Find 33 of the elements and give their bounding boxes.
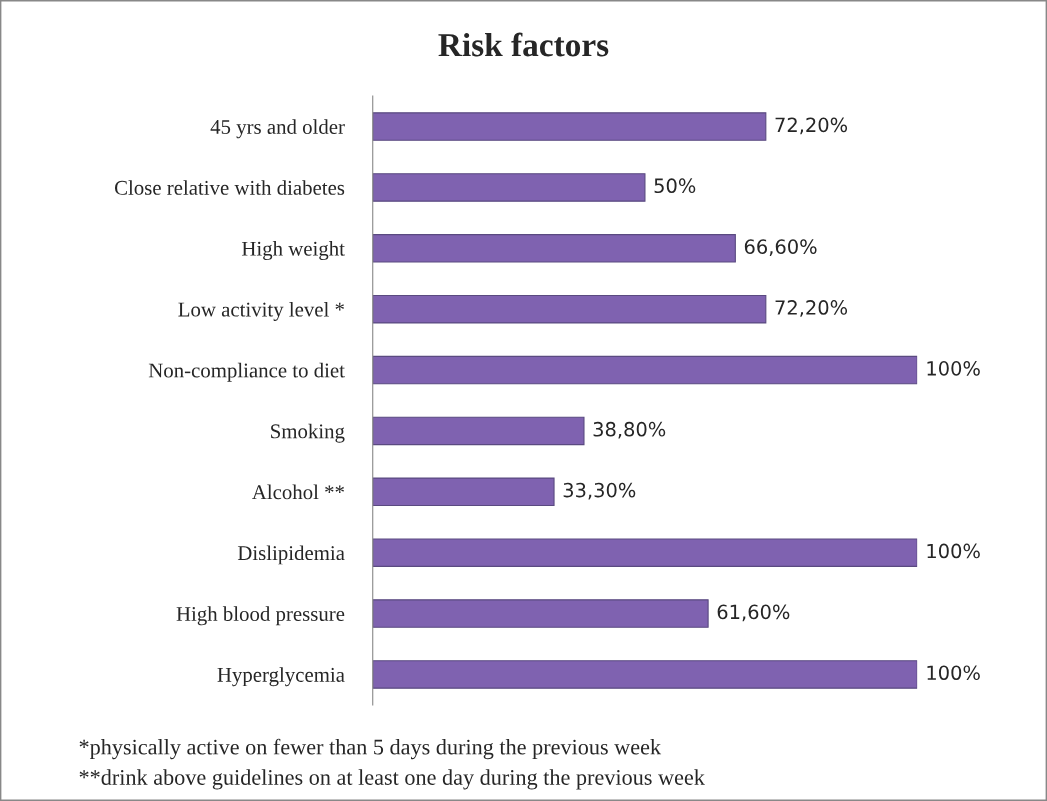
data-label: 66,60% xyxy=(744,239,817,256)
y-tick-label: Dislipidemia xyxy=(237,545,345,565)
bar xyxy=(372,112,767,141)
y-tick-label: High blood pressure xyxy=(176,606,345,626)
y-tick-label: High weight xyxy=(241,241,345,261)
bar xyxy=(372,173,646,202)
text: *physically active on fewer than 5 days during the previous week xyxy=(79,738,662,760)
y-tick-label: 45 yrs and older xyxy=(210,119,345,139)
bar xyxy=(372,660,918,689)
data-label: 61,60% xyxy=(717,604,790,622)
y-tick-label: Smoking xyxy=(271,423,345,443)
bar xyxy=(372,234,736,263)
bar xyxy=(372,599,709,628)
y-tick-label: Alcohol ** xyxy=(252,484,344,500)
data-label: 100% xyxy=(927,361,980,376)
data-label: 100% xyxy=(927,543,980,559)
text: **drink above guidelines on at least one day during the previous week xyxy=(79,769,705,790)
bar xyxy=(372,538,918,567)
data-label: 72,20% xyxy=(775,300,848,317)
bar xyxy=(372,477,555,507)
y-tick-label: Low activity level * xyxy=(178,301,344,321)
bar xyxy=(372,294,767,324)
data-label: 100% xyxy=(927,665,980,681)
bar xyxy=(372,355,918,385)
data-label: 72,20% xyxy=(775,117,848,135)
data-label: 33,30% xyxy=(563,482,636,500)
y-tick-label: Non-compliance to diet xyxy=(148,362,345,382)
y-tick-label: Hyperglycemia xyxy=(217,667,345,687)
chart-title: Risk factors xyxy=(438,32,609,57)
bar xyxy=(372,416,585,446)
data-label: 50% xyxy=(654,178,696,194)
data-label: 38,80% xyxy=(593,421,666,439)
y-tick-label: Close relative with diabetes xyxy=(114,180,345,195)
